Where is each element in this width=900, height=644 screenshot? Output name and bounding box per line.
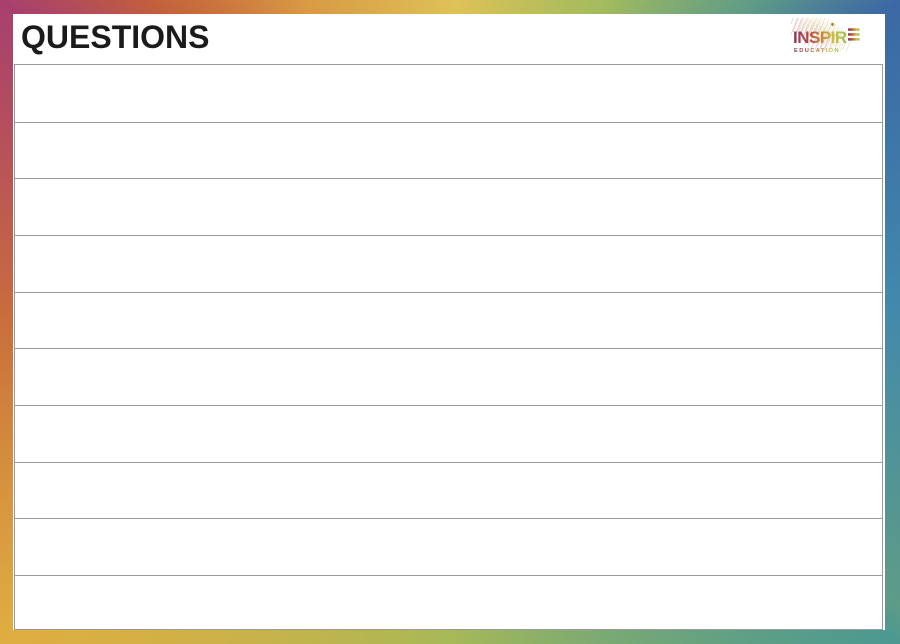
svg-text:EDUCATION: EDUCATION xyxy=(794,48,840,54)
svg-text:INSPIR: INSPIR xyxy=(793,28,847,47)
